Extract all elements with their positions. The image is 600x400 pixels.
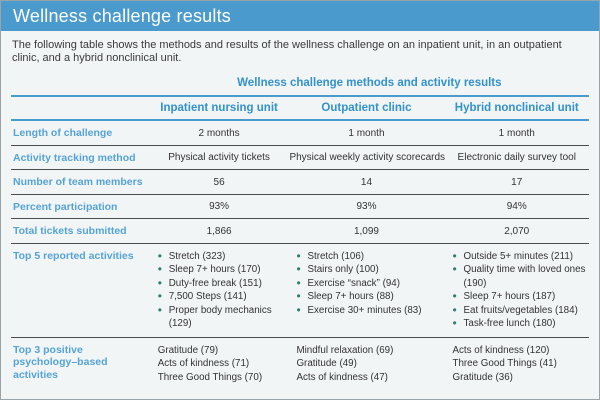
activities-cell-inpatient: Stretch (323) Sleep 7+ hours (170) Duty-… [149,242,289,337]
activity-item: Sleep 7+ hours (88) [296,290,442,304]
activity-item: Duty-free break (151) [158,277,287,291]
title-bar: Wellness challenge results [1,1,599,31]
activity-item: Eat fruits/vegetables (184) [452,304,587,318]
psychology-item: Acts of kindness (71) [157,358,250,369]
table-row-team-members: Number of team members 56 14 17 [11,169,589,194]
table-row-tracking-method: Activity tracking method Physical activi… [11,144,589,170]
cell-value: 14 [288,169,445,194]
cell-value: 2,070 [444,218,589,243]
table-row-length-of-challenge: Length of challenge 2 months 1 month 1 m… [11,120,589,145]
activity-list: Outside 5+ minutes (211) Quality time wi… [452,250,587,331]
cell-value: 1,099 [288,218,445,243]
cell-value: Electronic daily survey tool [444,144,589,170]
cell-value: 1,866 [149,218,289,243]
activity-item: Exercise “snack” (94) [296,277,442,291]
column-header-row: Inpatient nursing unit Outpatient clinic… [11,95,589,121]
activity-list: Stretch (106) Stairs only (100) Exercise… [296,250,442,318]
cell-value: 2 months [198,127,240,139]
cell-value: 93% [149,193,289,219]
psychology-item: Three Good Things (41) [452,358,557,369]
psychology-item: Gratitude (49) [296,358,357,369]
table-title: Wellness challenge methods and activity … [237,77,502,89]
cell-value: Physical weekly activity scorecards [288,144,445,170]
psychology-cell-inpatient: Gratitude (79) Acts of kindness (71) Thr… [149,336,289,390]
row-label: Length of challenge [13,127,113,139]
column-header-hybrid: Hybrid nonclinical unit [444,95,589,121]
page-title: Wellness challenge results [13,5,231,26]
activity-item: Sleep 7+ hours (170) [158,263,287,277]
results-table-section: Wellness challenge methods and activity … [11,70,589,390]
column-header-outpatient: Outpatient clinic [288,95,445,121]
activity-item: 7,500 Steps (141) [158,290,287,304]
table-row-total-tickets: Total tickets submitted 1,866 1,099 2,07… [11,218,589,243]
row-label: Activity tracking method [11,144,150,170]
intro-text: The following table shows the methods an… [12,39,562,64]
cell-value: 56 [149,169,289,194]
activity-item: Stretch (323) [158,250,287,264]
psychology-cell-outpatient: Mindful relaxation (69) Gratitude (49) A… [288,336,445,390]
activity-list: Stretch (323) Sleep 7+ hours (170) Duty-… [158,250,287,331]
cell-value: 1 month [348,127,385,139]
activities-cell-outpatient: Stretch (106) Stairs only (100) Exercise… [288,242,445,337]
cell-value: Physical activity tickets [149,144,289,170]
activity-item: Exercise 30+ minutes (83) [296,304,442,318]
activity-item: Stretch (106) [296,250,442,264]
row-label: Top 5 reported activities [11,242,150,337]
psychology-item: Acts of kindness (47) [296,371,388,383]
results-table: Inpatient nursing unit Outpatient clinic… [11,95,589,390]
row-label: Top 3 positive psychology–based activiti… [11,336,150,390]
activities-cell-hybrid: Outside 5+ minutes (211) Quality time wi… [444,242,589,337]
psychology-item: Gratitude (36) [452,371,513,383]
activity-item: Sleep 7+ hours (187) [452,290,587,304]
psychology-item: Gratitude (79) [157,344,219,356]
table-row-percent-participation: Percent participation 93% 93% 94% [11,193,589,219]
psychology-cell-hybrid: Acts of kindness (120) Three Good Things… [444,336,589,390]
activity-item: Stairs only (100) [296,263,442,277]
column-header-inpatient: Inpatient nursing unit [149,95,289,121]
activity-item: Task-free lunch (180) [452,317,587,331]
activity-item: Quality time with loved ones (190) [452,263,587,290]
cell-value: 17 [444,169,589,194]
table-row-top5-activities: Top 5 reported activities Stretch (323) … [11,242,589,337]
psychology-item: Three Good Things (70) [157,371,263,383]
row-label: Number of team members [11,169,150,194]
cell-value: 1 month [498,127,535,139]
cell-value: 93% [288,193,445,219]
corner-cell [11,95,150,121]
row-label: Percent participation [11,193,150,219]
row-label: Total tickets submitted [11,218,150,243]
activity-item: Outside 5+ minutes (211) [452,250,587,264]
psychology-item: Acts of kindness (120) [452,344,550,356]
table-row-top3-psychology: Top 3 positive psychology–based activiti… [11,336,589,390]
cell-value: 94% [444,193,589,219]
activity-item: Proper body mechanics (129) [158,304,287,331]
psychology-item: Mindful relaxation (69) [296,344,394,356]
